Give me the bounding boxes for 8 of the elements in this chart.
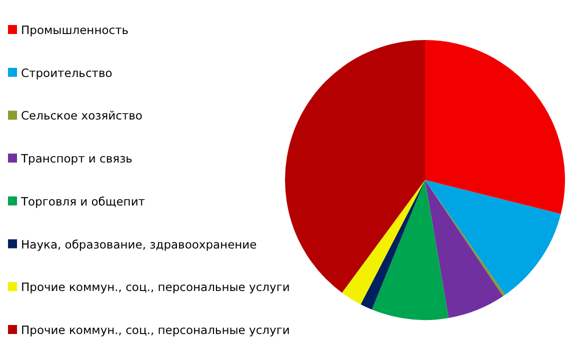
legend-label: Транспорт и связь <box>20 152 133 166</box>
legend-label: Сельское хозяйство <box>21 108 142 123</box>
legend-label: Торговля и общепит <box>20 194 146 208</box>
legend-label: Наука, образование, здравоохранение <box>21 237 257 252</box>
legend-label: Промышленность <box>21 23 129 37</box>
legend-label: Прочие коммун., соц., персональные услуги <box>21 280 290 294</box>
legend-label: Прочие коммун., соц., персональные услуги <box>21 323 290 337</box>
legend-label: Строительство <box>21 66 112 80</box>
